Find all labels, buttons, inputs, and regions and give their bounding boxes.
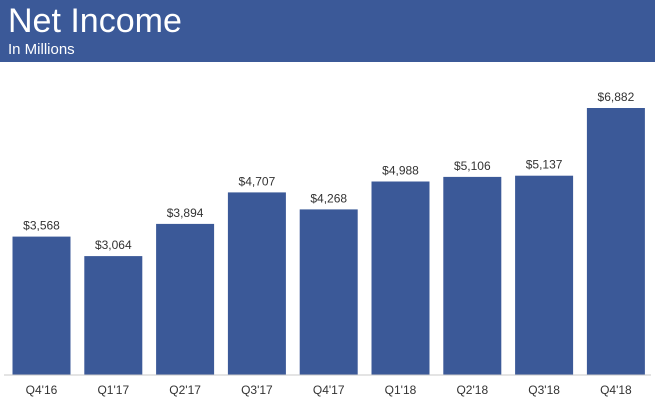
chart-title: Net Income <box>8 2 182 40</box>
bar-6 <box>443 176 502 375</box>
bar-5 <box>371 181 430 375</box>
bar-8 <box>586 108 645 375</box>
bar-value-label-2: $3,894 <box>167 206 204 220</box>
bar-2 <box>156 223 215 375</box>
chart-subtitle: In Millions <box>8 41 75 58</box>
bars-group <box>12 108 645 375</box>
x-tick-label-6: Q2'18 <box>456 383 488 397</box>
x-tick-label-1: Q1'17 <box>97 383 129 397</box>
x-tick-label-3: Q3'17 <box>241 383 273 397</box>
net-income-bar-chart: $3,568 $3,064 $3,894 $4,707 $4,268 $4,988 $5,1… <box>4 90 651 397</box>
x-tick-label-5: Q1'18 <box>385 383 417 397</box>
bar-value-label-4: $4,268 <box>310 191 347 205</box>
bar-4 <box>299 209 358 375</box>
bar-value-label-1: $3,064 <box>95 238 132 252</box>
bar-3 <box>227 192 286 375</box>
bar-value-label-5: $4,988 <box>382 164 419 178</box>
bar-value-label-7: $5,137 <box>526 158 563 172</box>
x-tick-label-7: Q3'18 <box>528 383 560 397</box>
bar-7 <box>515 175 574 375</box>
bar-value-label-8: $6,882 <box>598 90 635 104</box>
bar-value-label-6: $5,106 <box>454 159 491 173</box>
x-tick-label-4: Q4'17 <box>313 383 345 397</box>
bar-value-label-3: $4,707 <box>239 174 276 188</box>
x-tick-label-8: Q4'18 <box>600 383 632 397</box>
chart-header: Net Income In Millions <box>0 0 655 62</box>
x-tick-label-2: Q2'17 <box>169 383 201 397</box>
data-labels-group: $3,568 $3,064 $3,894 $4,707 $4,268 $4,988 $5,1… <box>23 90 634 252</box>
x-tick-labels-group: Q4'16 Q1'17 Q2'17 Q3'17 Q4'17 Q1'18 Q2'18 Q3'18… <box>26 383 632 397</box>
bar-0 <box>12 236 71 375</box>
x-tick-label-0: Q4'16 <box>26 383 58 397</box>
bar-1 <box>84 256 143 375</box>
bar-value-label-0: $3,568 <box>23 219 60 233</box>
